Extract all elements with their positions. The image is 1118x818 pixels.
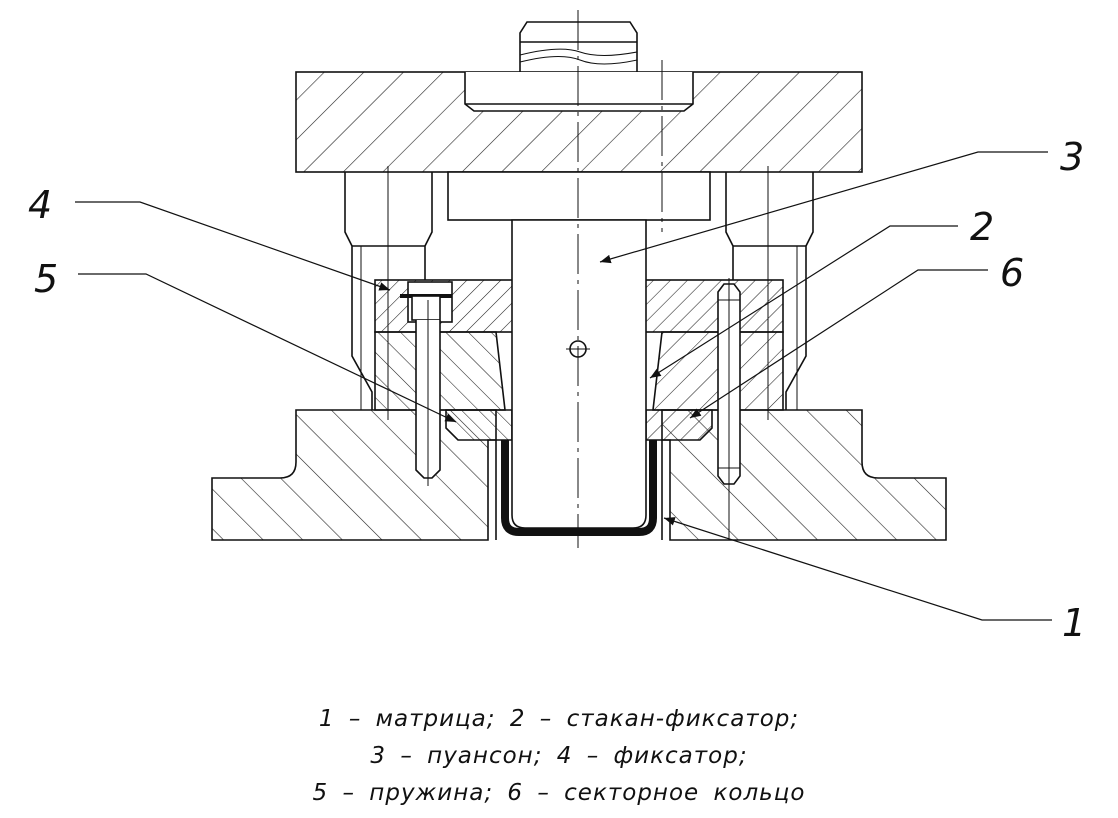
legend-line-2: 3 – пуансон; 4 – фиксатор; xyxy=(370,743,748,769)
spring-pin xyxy=(411,295,441,486)
leader-lines xyxy=(75,151,1052,621)
legend-line-3: 5 – пружина; 6 – секторное кольцо xyxy=(312,780,806,806)
punch xyxy=(511,219,647,529)
right-pin xyxy=(717,278,741,540)
center-lines xyxy=(577,10,663,548)
punch-holder xyxy=(447,171,711,221)
die-matrix xyxy=(495,440,663,540)
callout-4: 4 xyxy=(28,183,53,227)
upper-plate xyxy=(295,71,863,173)
callout-2: 2 xyxy=(970,205,995,249)
callout-3: 3 xyxy=(1060,135,1085,179)
callout-5: 5 xyxy=(34,257,59,301)
callout-6: 6 xyxy=(1000,251,1025,295)
fixator xyxy=(374,279,784,333)
drawn-cup xyxy=(501,440,657,536)
callout-1: 1 xyxy=(1062,601,1087,645)
legend-line-1: 1 – матрица; 2 – стакан-фиксатор; xyxy=(318,706,800,732)
